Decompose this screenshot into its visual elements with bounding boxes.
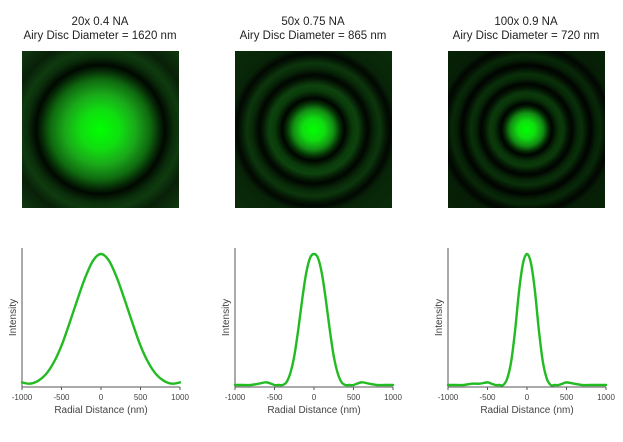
y-axis-label: Intensity xyxy=(8,299,19,336)
y-axis-label: Intensity xyxy=(221,299,232,336)
intensity-series-line xyxy=(233,252,395,387)
panel-title-50x: 50x 0.75 NA Airy Disc Diameter = 865 nm xyxy=(213,15,413,43)
x-axis-label: Radial Distance (nm) xyxy=(267,405,360,416)
airy-diameter-20x: Airy Disc Diameter = 1620 nm xyxy=(23,30,177,42)
intensity-series-line xyxy=(20,252,182,385)
x-tick-label: 1000 xyxy=(171,393,189,402)
x-tick-label: -500 xyxy=(266,393,283,402)
x-tick-label: 0 xyxy=(99,393,104,402)
y-axis-label: Intensity xyxy=(434,299,445,336)
x-tick-label: 500 xyxy=(347,393,361,402)
x-tick-label: 1000 xyxy=(384,393,402,402)
intensity-chart-100x: -1000 -500 0 500 1000 Radial Distance (nm) Int… xyxy=(434,248,615,416)
x-axis-label: Radial Distance (nm) xyxy=(480,405,573,416)
intensity-chart-50x: -1000 -500 0 500 1000 Radial Distance (nm) Int… xyxy=(221,248,402,416)
panel-title-100x: 100x 0.9 NA Airy Disc Diameter = 720 nm xyxy=(426,15,623,43)
x-tick-label: 0 xyxy=(312,393,317,402)
x-tick-label: -1000 xyxy=(12,393,33,402)
airy-disc-image-50x xyxy=(235,51,392,208)
objective-title-50x: 50x 0.75 NA xyxy=(281,16,345,28)
objective-title-100x: 100x 0.9 NA xyxy=(494,16,558,28)
x-axis-label: Radial Distance (nm) xyxy=(54,405,147,416)
x-tick-label: 500 xyxy=(134,393,148,402)
x-tick-label: 0 xyxy=(525,393,530,402)
x-tick-label: -500 xyxy=(53,393,70,402)
airy-disc-image-20x xyxy=(22,51,179,208)
airy-diameter-50x: Airy Disc Diameter = 865 nm xyxy=(239,30,387,42)
objective-title-20x: 20x 0.4 NA xyxy=(71,16,129,28)
panel-title-20x: 20x 0.4 NA Airy Disc Diameter = 1620 nm xyxy=(0,15,200,43)
x-tick-label: 1000 xyxy=(597,393,615,402)
x-tick-label: -500 xyxy=(479,393,496,402)
intensity-series-line xyxy=(446,252,608,387)
airy-disc-image-100x xyxy=(448,51,605,208)
x-tick-label: -1000 xyxy=(225,393,246,402)
airy-diameter-100x: Airy Disc Diameter = 720 nm xyxy=(452,30,600,42)
x-tick-label: -1000 xyxy=(438,393,459,402)
x-tick-label: 500 xyxy=(560,393,574,402)
intensity-chart-20x: -1000 -500 0 500 1000 Radial Distance (nm) Int… xyxy=(8,248,189,416)
